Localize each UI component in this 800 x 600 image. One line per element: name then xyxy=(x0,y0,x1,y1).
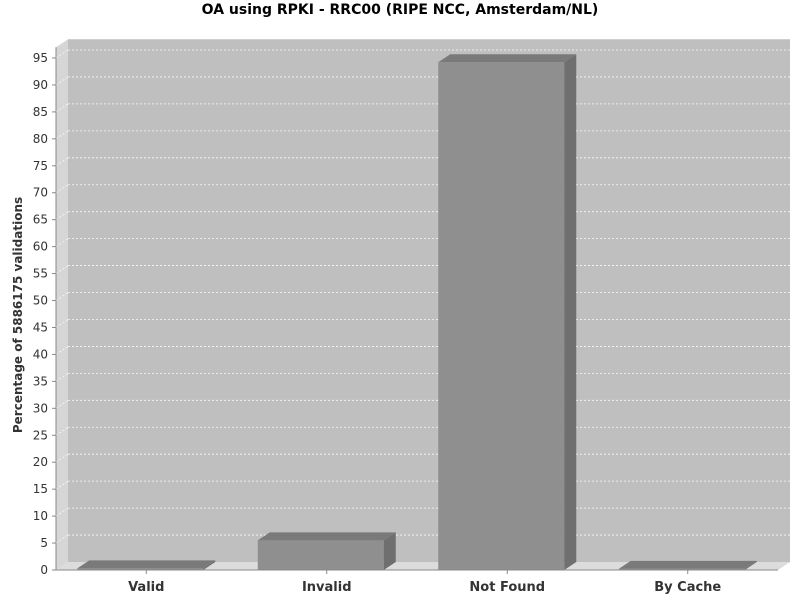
y-tick-label: 65 xyxy=(33,213,48,227)
gridline-wall xyxy=(55,76,69,86)
plot-background xyxy=(56,39,790,570)
bar-front xyxy=(438,62,565,570)
bar-side xyxy=(744,560,757,570)
gridline-wall xyxy=(55,265,69,274)
y-tick-label: 60 xyxy=(33,240,48,254)
bar-top xyxy=(438,54,577,63)
y-tick-label: 80 xyxy=(33,132,48,146)
y-axis-label: Percentage of 5886175 validations xyxy=(11,197,25,433)
y-tick-label: 45 xyxy=(33,320,48,334)
bar-not-found xyxy=(438,54,577,570)
x-axis: Valid Invalid Not Found By Cache xyxy=(56,569,778,595)
y-tick-label: 50 xyxy=(33,294,48,308)
bar-front xyxy=(618,568,745,570)
bar-side xyxy=(564,54,577,570)
y-tick-label: 35 xyxy=(33,374,48,388)
y-tick-label: 55 xyxy=(33,267,48,281)
y-tick-label: 85 xyxy=(33,105,48,119)
bar-front xyxy=(77,568,204,570)
x-tick-label: Valid xyxy=(128,580,164,595)
x-tick-label: Not Found xyxy=(469,580,545,595)
gridlines xyxy=(55,49,790,544)
bar-by-cache xyxy=(618,560,757,570)
gridline-wall xyxy=(55,49,69,59)
y-tick-label: 15 xyxy=(33,482,48,496)
gridline-wall xyxy=(55,399,69,409)
plot-floor xyxy=(56,562,790,570)
y-tick-label: 20 xyxy=(33,455,48,469)
gridline-wall xyxy=(55,346,69,355)
gridline-wall xyxy=(55,480,69,490)
y-tick-label: 30 xyxy=(33,401,48,415)
y-tick-label: 95 xyxy=(33,51,48,65)
y-tick-label: 0 xyxy=(40,563,48,577)
bar-valid xyxy=(77,560,216,570)
gridline-wall xyxy=(55,103,69,113)
gridline-wall xyxy=(55,373,69,382)
gridline-wall xyxy=(55,238,69,247)
gridline-wall xyxy=(55,319,69,328)
bar-side xyxy=(203,560,216,570)
gridline-wall xyxy=(55,453,69,463)
y-tick-label: 25 xyxy=(33,428,48,442)
x-tick-label: By Cache xyxy=(654,580,721,595)
y-tick-label: 70 xyxy=(33,186,48,200)
gridline-wall xyxy=(55,507,69,517)
gridline-wall xyxy=(55,292,69,301)
bar-top xyxy=(618,560,757,569)
plot-left-wall xyxy=(56,39,68,570)
y-tick-label: 75 xyxy=(33,159,48,173)
bar-side xyxy=(383,532,396,570)
bar-top xyxy=(257,532,396,541)
gridline-wall xyxy=(55,157,69,167)
y-tick-label: 40 xyxy=(33,347,48,361)
bar-top xyxy=(77,560,216,569)
bars xyxy=(77,54,757,570)
y-tick-label: 10 xyxy=(33,509,48,523)
y-tick-label: 5 xyxy=(40,536,48,550)
bar-front xyxy=(257,540,384,570)
gridline-wall xyxy=(55,534,69,544)
y-axis: 0 5 10 15 20 25 30 35 40 45 50 55 60 65 70 75 80 85 90 95 xyxy=(33,47,57,577)
gridline-wall xyxy=(55,426,69,436)
gridline-wall xyxy=(55,130,69,140)
chart-title: OA using RPKI - RRC00 (RIPE NCC, Amsterd… xyxy=(202,2,599,18)
bar-invalid xyxy=(257,532,396,570)
plot-back-wall xyxy=(68,39,790,562)
x-tick-label: Invalid xyxy=(302,580,352,595)
gridline-wall xyxy=(55,211,69,221)
gridline-wall xyxy=(55,184,69,194)
y-tick-label: 90 xyxy=(33,78,48,92)
